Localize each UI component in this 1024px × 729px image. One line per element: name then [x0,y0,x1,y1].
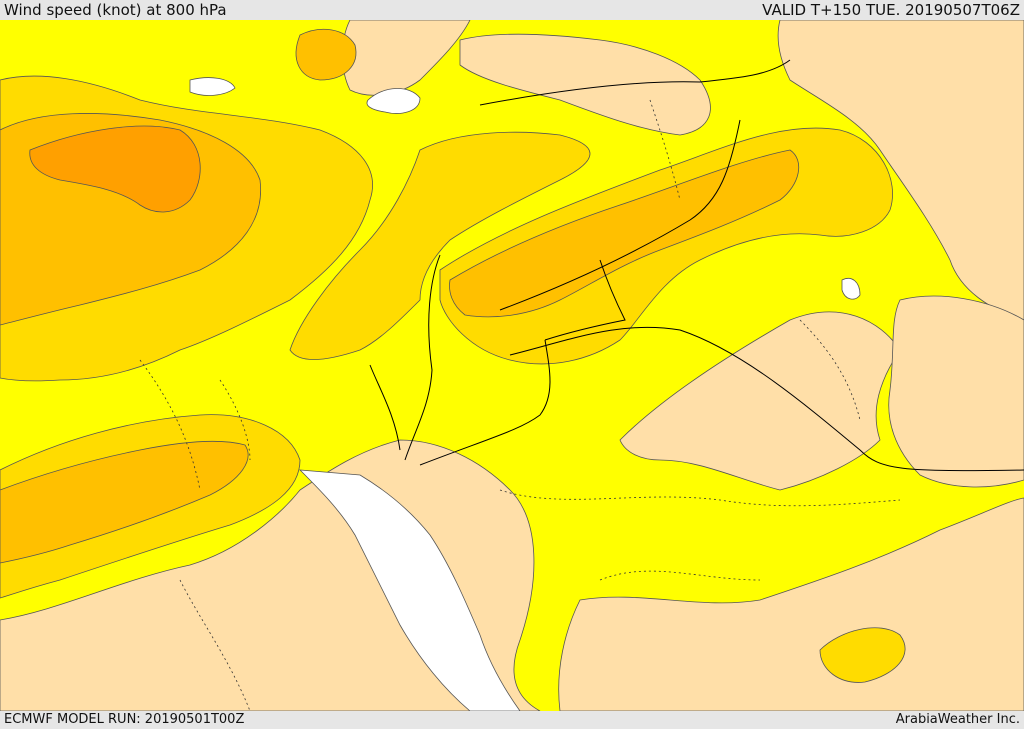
band-light-southeast [558,497,1024,711]
credit: ArabiaWeather Inc. [895,712,1020,727]
border-lebanon-israel [404,254,441,461]
band-darkorange-west [29,125,201,213]
border-iraq-saudi [509,326,1024,472]
band-orange-northwest [295,28,357,81]
water-lake-east [841,278,861,300]
model-run: ECMWF MODEL RUN: 20190501T00Z [4,712,245,727]
band-light-southwest [0,439,541,711]
band-orange-south [0,440,249,564]
borders [369,59,1024,472]
border-syria-turkey [479,59,791,106]
water-lake-northwest [189,77,236,96]
title-bar: Wind speed (knot) at 800 hPa VALID T+150… [0,0,1024,20]
water-red-sea [298,469,521,711]
map-svg [0,20,1024,711]
band-orange-iraq [449,149,799,318]
border-jordan [544,259,626,341]
border-egypt-israel [369,364,401,451]
internal-boundaries [139,99,901,711]
map-title: Wind speed (knot) at 800 hPa [4,1,227,19]
valid-time: VALID T+150 TUE. 20190507T06Z [762,1,1020,19]
water-lake-north [366,88,421,114]
band-light-east [619,311,901,491]
band-light-far-east [888,295,1024,488]
band-gold-far-southeast [819,627,906,683]
band-light-northeast [777,20,1024,321]
border-jordan-saudi [419,339,551,466]
band-gold-levant [289,131,591,360]
border-syria-iraq [499,119,741,311]
footer-bar: ECMWF MODEL RUN: 20190501T00Z ArabiaWeat… [0,711,1024,729]
wind-speed-map [0,20,1024,711]
